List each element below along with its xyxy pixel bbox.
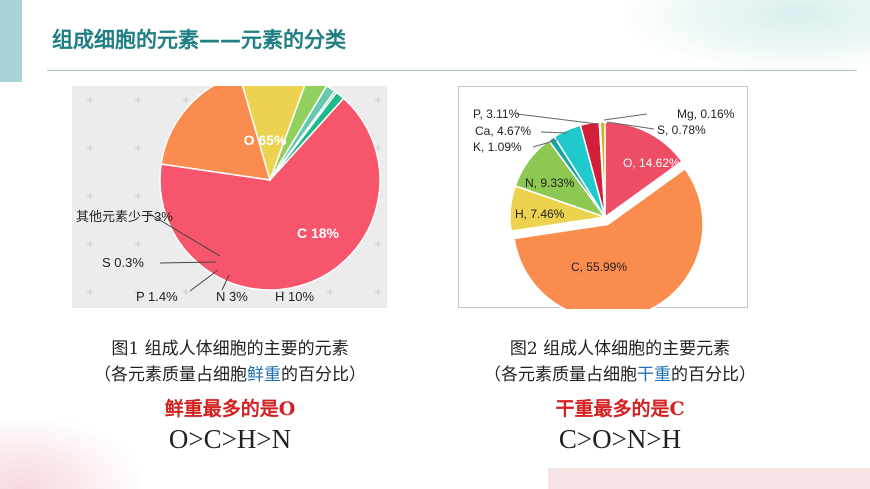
figure1-subcaption-post: 的百分比）: [281, 365, 366, 385]
figure2-subcaption-pre: （各元素质量占细胞: [484, 365, 637, 385]
dry-weight-chart: O, 14.62% C, 55.99% H, 7.46% N, 9.33% K,…: [458, 86, 748, 321]
leader-mg: [603, 113, 648, 121]
leader-s: [159, 261, 217, 264]
accent-bar: [0, 0, 22, 82]
grid-mark: [87, 289, 93, 295]
label-mg2: Mg, 0.16%: [677, 107, 735, 121]
label-s2: S, 0.78%: [657, 123, 706, 137]
figure1-caption-line1: 图1 组成人体细胞的主要的元素: [111, 339, 349, 359]
leader-p2: [516, 113, 599, 125]
figure1-subcaption: （各元素质量占细胞鲜重的百分比）: [60, 360, 400, 385]
page-title: 组成细胞的元素——元素的分类: [52, 28, 346, 52]
grid-mark: [231, 289, 237, 295]
label-h: H 10%: [275, 289, 314, 304]
label-h2: H, 7.46%: [515, 207, 565, 221]
label-c2: C, 55.99%: [571, 260, 627, 274]
fresh-conclusion: 鲜重最多的是O: [164, 398, 296, 420]
title-underline: [47, 70, 857, 71]
dry-conclusion: 干重最多的是C: [555, 398, 685, 420]
label-o: O 65%: [244, 132, 287, 148]
leader-n: [221, 274, 230, 291]
leader-ca: [540, 131, 568, 134]
grid-mark: [87, 241, 93, 247]
fresh-weight-pie-svg: O 65% C 18% H 10% N 3% P 1.4% S 0.3% 其他元…: [76, 69, 381, 304]
fresh-weight-chart: O 65% C 18% H 10% N 3% P 1.4% S 0.3% 其他元…: [72, 69, 387, 308]
grid-mark: [183, 289, 189, 295]
grid-mark: [87, 193, 93, 199]
grid-mark: [135, 97, 141, 103]
dry-weight-pie-svg: O, 14.62% C, 55.99% H, 7.46% N, 9.33% K,…: [473, 107, 735, 321]
label-other: 其他元素少于3%: [76, 209, 173, 224]
decoration-top-right: [630, 0, 870, 70]
figure2-subcaption-highlight: 干重: [637, 365, 671, 385]
fresh-slice-6: [269, 91, 345, 181]
label-ca2: Ca, 4.67%: [475, 124, 531, 138]
label-c: C 18%: [297, 225, 340, 241]
grid-mark: [327, 289, 333, 295]
leader-s2: [606, 121, 655, 130]
grid-mark: [375, 241, 381, 247]
leader-p: [189, 269, 219, 292]
figure1-caption: 图1 组成人体细胞的主要的元素: [60, 334, 400, 359]
decoration-bottom-right: [548, 468, 870, 489]
leader-other: [147, 212, 221, 257]
grid-mark: [135, 241, 141, 247]
dry-order: C>O>N>H: [558, 424, 682, 454]
figure1-subcaption-pre: （各元素质量占细胞: [94, 365, 247, 385]
grid-mark: [135, 193, 141, 199]
label-o2: O, 14.62%: [623, 156, 680, 170]
figure2-caption-line1: 图2 组成人体细胞的主要元素: [509, 339, 731, 359]
fresh-order: O>C>H>N: [168, 424, 292, 454]
label-p: P 1.4%: [136, 289, 178, 304]
figure1-subcaption-highlight: 鲜重: [247, 365, 281, 385]
grid-mark: [87, 145, 93, 151]
label-n2: N, 9.33%: [525, 176, 575, 190]
figure2-subcaption: （各元素质量占细胞干重的百分比）: [450, 360, 790, 385]
grid-mark: [135, 289, 141, 295]
leader-k: [532, 139, 558, 148]
figure2-subcaption-post: 的百分比）: [671, 365, 756, 385]
figure2-caption: 图2 组成人体细胞的主要元素: [450, 334, 790, 359]
grid-mark: [375, 289, 381, 295]
label-n: N 3%: [216, 289, 248, 304]
label-k2: K, 1.09%: [473, 140, 522, 154]
decoration-bottom-left: [0, 419, 140, 489]
grid-mark: [87, 97, 93, 103]
grid-mark: [183, 97, 189, 103]
label-p2: P, 3.11%: [473, 107, 520, 121]
dry-slice-8: [599, 121, 606, 218]
grid-mark: [135, 145, 141, 151]
label-s: S 0.3%: [102, 255, 144, 270]
grid-mark: [375, 97, 381, 103]
